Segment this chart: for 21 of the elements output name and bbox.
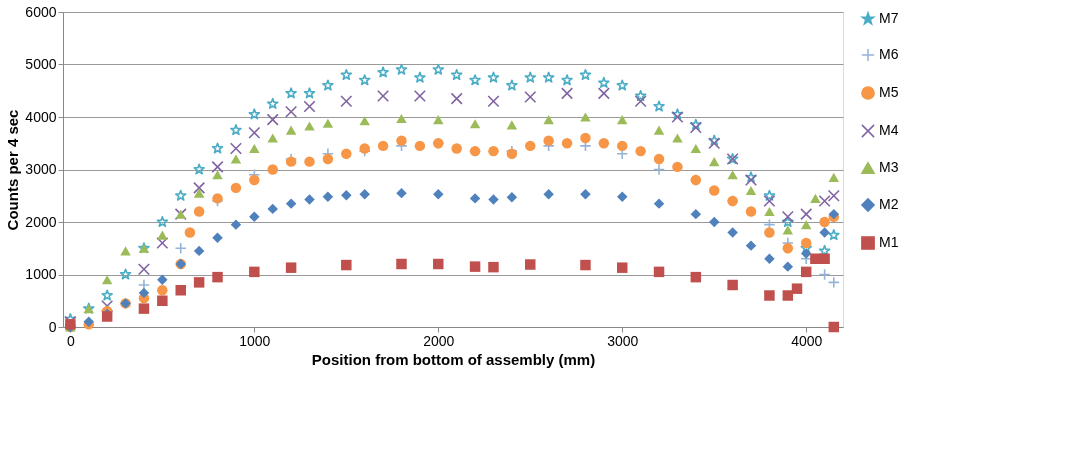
x-tick-label: 0: [66, 332, 75, 349]
y-tick-label: 6000: [25, 3, 57, 20]
y-axis-title: Counts per 4 sec: [4, 109, 22, 231]
x-tick-label: 3000: [607, 332, 639, 349]
legend-label: M7: [879, 10, 899, 26]
legend-label: M5: [879, 84, 899, 100]
y-tick-label: 2000: [25, 213, 57, 230]
y-tick-label: 4000: [25, 108, 57, 125]
y-tick-label: 1000: [25, 266, 57, 282]
legend-label: M2: [879, 196, 899, 212]
x-axis-title: Position from bottom of assembly (mm): [311, 350, 596, 368]
y-tick-label: 0: [48, 318, 57, 335]
legend-label: M4: [879, 122, 899, 138]
legend-label: M1: [879, 234, 899, 250]
x-tick-label: 1000: [239, 332, 271, 349]
x-tick-label: 4000: [791, 332, 823, 349]
y-tick-label: 3000: [25, 161, 57, 177]
y-tick-label: 5000: [25, 56, 57, 72]
legend-label: M6: [879, 46, 899, 62]
x-tick-label: 2000: [423, 332, 455, 349]
legend-label: M3: [879, 159, 899, 175]
